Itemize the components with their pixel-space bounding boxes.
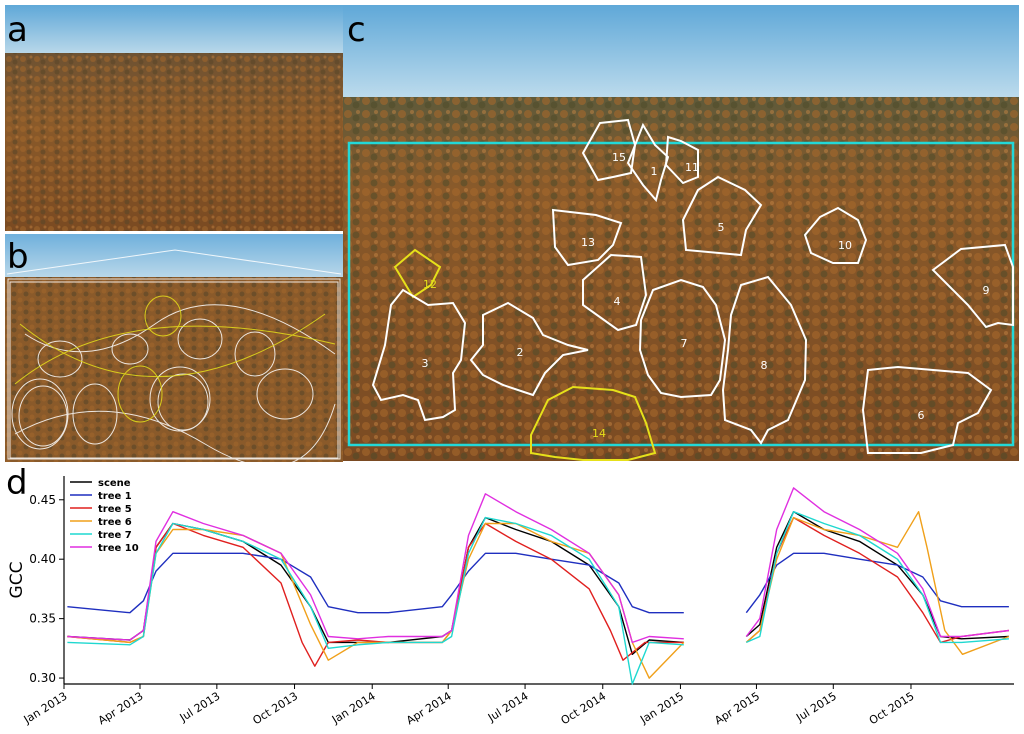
legend-label-tree-5: tree 5 [98,504,132,515]
roi-7 [638,278,727,399]
y-tick-label: 0.45 [29,493,56,507]
roi-10 [803,206,868,264]
roi-3 [371,288,467,422]
y-axis-label: GCC [7,562,27,599]
legend-label-tree-10: tree 10 [98,543,139,554]
legend-label-tree-1: tree 1 [98,491,132,502]
roi-8 [721,275,808,445]
roi-overlay-photo-b [5,234,343,462]
panel-label-c: c [347,10,366,50]
roi-9 [931,243,1014,329]
panel-a-photo: a [5,5,343,231]
roi-label-4: 4 [614,295,621,308]
roi-label-14: 14 [592,427,606,440]
x-tick-label: Apr 2013 [96,690,146,728]
x-tick-label: Jul 2014 [485,690,531,725]
series-line-scene [67,511,1009,655]
series-line-tree-1 [67,552,1009,614]
roi-label-3: 3 [422,357,429,370]
roi-label-13: 13 [581,236,595,249]
roi-5 [681,175,763,257]
roi-15 [581,118,637,182]
panel-c-numbered-rois: 15 1 11 5 13 10 12 4 9 3 2 7 8 14 6 c [343,5,1019,461]
roi-label-12: 12 [423,278,437,291]
legend-label-scene: scene [98,478,131,489]
x-tick-label: Jul 2013 [177,690,223,725]
roi-map-photo-c: 15 1 11 5 13 10 12 4 9 3 2 7 8 14 6 [343,5,1019,461]
y-tick-label: 0.40 [29,552,56,566]
roi-11 [664,135,699,185]
y-tick-label: 0.30 [29,671,56,685]
panel-d-gcc-chart: d 0.30 0.35 0.40 0.45 Jan 2013 Apr 2013 Jul 20… [0,462,1024,730]
x-tick-label: Apr 2015 [712,690,762,728]
roi-label-6: 6 [918,409,925,422]
roi-1 [626,122,670,203]
x-tick-label: Oct 2013 [250,690,300,728]
panel-b-roi-overlay: b [5,234,343,462]
x-tick-label: Jan 2015 [637,690,686,727]
x-tick-label: Jan 2013 [21,690,70,727]
roi-label-5: 5 [718,221,725,234]
series-line-tree-10 [67,487,1009,644]
x-tick-label: Jan 2014 [329,690,378,727]
roi-label-10: 10 [838,239,852,252]
panel-label-d: d [6,463,28,503]
roi-label-7: 7 [681,337,688,350]
y-tick-label: 0.35 [29,612,56,626]
gcc-chart-svg: 0.30 0.35 0.40 0.45 Jan 2013 Apr 2013 Jul 2013… [7,476,1014,728]
roi-13 [551,208,623,267]
panel-label-a: a [7,10,28,50]
roi-14 [530,385,657,461]
roi-6 [861,365,993,454]
roi-12 [393,248,442,299]
x-tick-label: Oct 2015 [867,690,917,728]
roi-label-8: 8 [761,359,768,372]
roi-label-11: 11 [685,161,699,174]
roi-label-2: 2 [517,346,524,359]
x-tick-label: Jul 2015 [793,690,839,725]
roi-2 [469,301,589,397]
series-line-tree-7 [67,511,1009,685]
panel-label-b: b [7,237,29,277]
x-tick-label: Oct 2014 [559,690,609,728]
legend-label-tree-7: tree 7 [98,530,132,541]
roi-label-15: 15 [612,151,626,164]
canopy-photo-a [5,5,343,231]
legend-label-tree-6: tree 6 [98,517,132,528]
roi-label-1: 1 [651,165,658,178]
roi-label-9: 9 [983,284,990,297]
roi-4 [582,253,648,332]
x-tick-label: Apr 2014 [404,690,454,728]
